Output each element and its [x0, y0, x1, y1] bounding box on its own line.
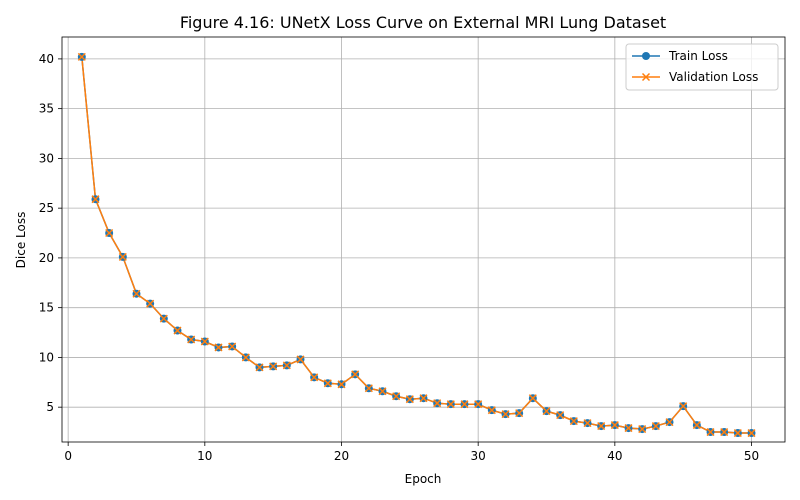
legend-box	[625, 43, 779, 91]
data-point	[173, 326, 182, 335]
data-point	[77, 52, 86, 61]
data-point	[610, 421, 619, 430]
data-point	[665, 418, 674, 427]
data-point	[241, 353, 250, 362]
data-point	[446, 400, 455, 409]
data-point	[187, 335, 196, 344]
y-tick-label: 25	[39, 201, 54, 215]
data-point	[146, 299, 155, 308]
data-point	[392, 392, 401, 401]
data-point	[337, 380, 346, 389]
x-tick-label: 10	[197, 449, 212, 463]
y-tick-label: 40	[39, 52, 54, 66]
axes-frame	[61, 36, 786, 443]
data-point	[720, 428, 729, 437]
data-point	[118, 252, 127, 261]
data-point	[378, 387, 387, 396]
y-tick-label: 35	[39, 102, 54, 116]
data-point	[474, 400, 483, 409]
data-point	[487, 406, 496, 415]
data-point	[419, 394, 428, 403]
data-point	[132, 289, 141, 298]
x-axis-label: Epoch	[405, 472, 442, 486]
data-point	[501, 410, 510, 419]
data-point	[747, 429, 756, 438]
data-point	[159, 314, 168, 323]
data-point	[351, 370, 360, 379]
data-point	[692, 421, 701, 430]
y-tick-label: 15	[39, 301, 54, 315]
data-point	[583, 419, 592, 428]
x-tick-label: 0	[64, 449, 72, 463]
x-tick-label: 20	[334, 449, 349, 463]
legend-label: Validation Loss	[669, 70, 758, 84]
y-tick-label: 30	[39, 151, 54, 165]
x-tick-label: 50	[744, 449, 759, 463]
data-point	[214, 343, 223, 352]
data-point	[528, 394, 537, 403]
plot-area: 0 10 20 30 40 50 5 10 15 20 25 30 35 40	[39, 36, 786, 463]
y-axis-label: Dice Loss	[14, 212, 28, 269]
x-tick-label: 40	[607, 449, 622, 463]
data-point	[91, 195, 100, 204]
legend-item: Train Loss	[632, 49, 728, 63]
data-point	[405, 395, 414, 404]
data-point	[597, 422, 606, 431]
data-point	[542, 407, 551, 416]
data-point	[515, 409, 524, 418]
data-point	[228, 342, 237, 351]
data-point	[282, 361, 291, 370]
data-point	[269, 362, 278, 371]
data-point	[200, 337, 209, 346]
data-point	[651, 422, 660, 431]
legend-label: Train Loss	[668, 49, 728, 63]
data-point	[255, 363, 264, 372]
data-point	[433, 399, 442, 408]
legend-marker	[642, 52, 650, 60]
x-tick-label: 30	[471, 449, 486, 463]
data-point	[706, 428, 715, 437]
data-point	[624, 424, 633, 433]
data-point	[679, 402, 688, 411]
y-tick-label: 10	[39, 350, 54, 364]
data-point	[310, 373, 319, 382]
chart-title: Figure 4.16: UNetX Loss Curve on Externa…	[180, 13, 666, 32]
data-point	[460, 400, 469, 409]
data-point	[296, 355, 305, 364]
data-point	[556, 411, 565, 420]
data-point	[105, 229, 114, 238]
data-point	[569, 417, 578, 426]
data-point	[323, 379, 332, 388]
data-point	[733, 429, 742, 438]
y-tick-label: 5	[46, 400, 54, 414]
y-tick-label: 20	[39, 251, 54, 265]
legend-marker	[641, 72, 651, 82]
data-point	[638, 425, 647, 434]
legend: Train Loss Validation Loss	[625, 43, 779, 91]
data-point	[364, 384, 373, 393]
legend-item: Validation Loss	[632, 70, 758, 84]
